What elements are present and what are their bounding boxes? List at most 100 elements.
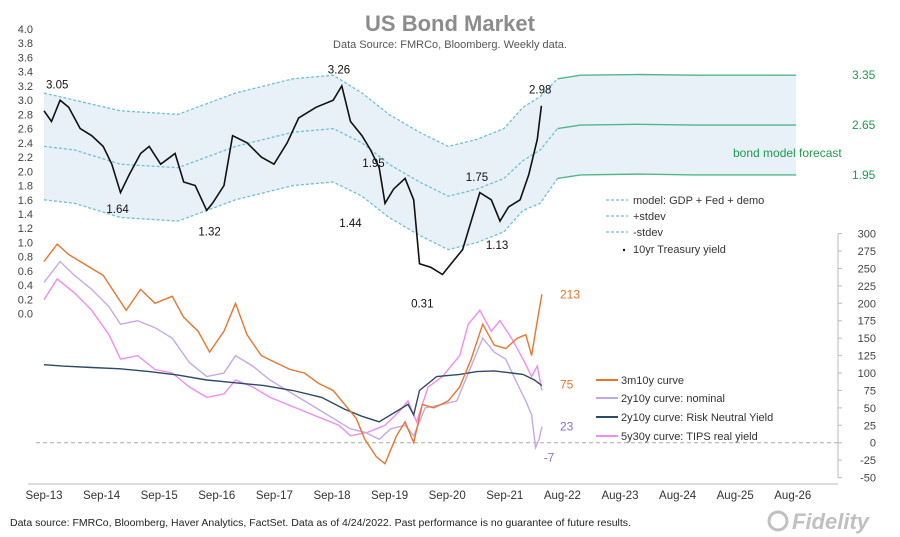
treasury-value-label: 1.95	[362, 158, 384, 170]
y-left-tick-label: 0.2	[18, 294, 33, 306]
x-tick-label: Sep-15	[141, 490, 178, 502]
y-left-tick-label: 3.2	[18, 81, 33, 93]
legend-c2y10y_rny-label: 2y10y curve: Risk Neutral Yield	[621, 412, 773, 424]
chart-title: US Bond Market	[365, 11, 536, 36]
annotation-layer: 3.05 1.64 1.32 3.26 1.95 1.44 0.31 1.75 1.13 2.98…	[46, 65, 876, 465]
y-right-tick-label: 25	[864, 420, 876, 432]
treasury-value-label: 1.13	[486, 240, 508, 252]
y-right-tick-label: 225	[858, 281, 876, 293]
forecast-lower-value: 1.95	[852, 168, 876, 182]
model-upper-line	[43, 74, 558, 148]
model-mid-line-forecast	[557, 123, 797, 130]
forecast-label: bond model forecast	[733, 146, 842, 160]
y-left-tick-label: 3.8	[18, 38, 33, 50]
rny-2y10y-curve-line	[43, 364, 543, 423]
y-right-tick-label: 125	[858, 351, 876, 363]
curve-3m10y-end-value: 213	[560, 287, 580, 301]
y-left-tick-label: 1.8	[18, 181, 33, 193]
x-tick-label: Aug-24	[659, 490, 697, 502]
y-right-tick-label: 200	[858, 298, 876, 310]
y-right-tick-label: 150	[858, 333, 876, 345]
y-right-tick-label: 300	[858, 229, 876, 241]
y-left-tick-label: 0.8	[18, 252, 33, 264]
treasury-value-label: 3.05	[46, 80, 68, 92]
x-tick-label: Sep-13	[25, 490, 62, 502]
treasury-value-label: 1.64	[106, 204, 129, 216]
y-right-tick-label: 175	[858, 316, 876, 328]
x-tick-label: Aug-23	[601, 490, 638, 502]
y-left-tick-label: 3.6	[18, 53, 33, 65]
legend-layer: model: GDP + Fed + demo +stdev -stdev 10yr …	[596, 195, 773, 443]
y-left-tick-label: 0.0	[18, 309, 33, 321]
treasury-value-label: 0.31	[411, 299, 433, 311]
chart-subtitle: Data Source: FMRCo, Bloomberg. Weekly da…	[333, 39, 567, 51]
legend-c3m10y-label: 3m10y curve	[621, 375, 684, 387]
model-band-layer	[43, 73, 797, 251]
y-left-tick-label: 3.4	[18, 67, 33, 79]
y-right-tick-label: 50	[864, 403, 876, 415]
forecast-mid-value: 2.65	[852, 118, 876, 132]
y-left-tick-label: 1.6	[18, 195, 33, 207]
x-tick-label: Sep-14	[83, 490, 121, 502]
treasury-value-label: 3.26	[328, 65, 350, 77]
y-right-tick-label: 100	[858, 368, 876, 380]
y-left-tick-label: 0.4	[18, 280, 33, 292]
legend-treasury-marker	[622, 248, 626, 252]
x-tick-label: Aug-22	[544, 490, 581, 502]
legend-plus-label: +stdev	[633, 211, 666, 223]
treasury-value-label: 1.32	[198, 227, 220, 239]
treasury-value-label: 1.44	[339, 218, 362, 230]
x-tick-label: Sep-20	[429, 490, 466, 502]
x-tick-label: Sep-21	[486, 490, 523, 502]
y-left-tick-label: 2.4	[18, 138, 33, 150]
x-tick-label: Sep-17	[256, 490, 293, 502]
legend-c2y10y_nominal-label: 2y10y curve: nominal	[621, 393, 725, 405]
fidelity-logo: Fidelity	[767, 509, 871, 534]
y-left-tick-label: 2.8	[18, 109, 33, 121]
treasury-value-label: 1.75	[466, 172, 488, 184]
series-layer	[43, 83, 543, 465]
x-tick-label: Sep-16	[198, 490, 235, 502]
axes-layer: 4.0 3.8 3.6 3.4 3.2 3.0 2.8 2.6 2.4 2.2 2.0 1.8 1.6 1…	[18, 24, 876, 502]
x-tick-label: Sep-19	[371, 490, 408, 502]
treasury-yield-line	[43, 83, 543, 276]
treasury-value-label: 2.98	[529, 85, 551, 97]
y-right-tick-label: 75	[864, 386, 876, 398]
curve-3m10y-line	[43, 243, 543, 465]
y-left-tick-label: 1.2	[18, 223, 33, 235]
model-upper-line-forecast	[557, 73, 797, 80]
y-right-tick-label: 250	[858, 264, 876, 276]
y-right-tick-label: 275	[858, 246, 876, 258]
nominal-2y10y-min-value: -7	[544, 451, 555, 465]
y-right-tick-label: 0	[870, 438, 876, 450]
y-left-tick-label: 1.0	[18, 238, 33, 250]
legend-c5y30y_tips-label: 5y30y curve: TIPS real yield	[621, 431, 758, 443]
footer-source-note: Data source: FMRCo, Bloomberg, Haver Ana…	[10, 517, 631, 529]
legend-treasury-label: 10yr Treasury yield	[633, 244, 726, 256]
forecast-upper-value: 3.35	[852, 68, 876, 82]
x-tick-label: Sep-18	[313, 490, 350, 502]
model-mid-line	[43, 127, 559, 197]
x-tick-label: Aug-25	[717, 490, 754, 502]
y-right-tick-label: -50	[860, 473, 876, 485]
y-left-tick-label: 4.0	[18, 24, 33, 36]
y-left-tick-label: 1.4	[18, 209, 33, 221]
tips-5y30y-end-value: 75	[560, 378, 574, 392]
nominal-2y10y-end-value: 23	[560, 420, 574, 434]
y-left-tick-label: 2.0	[18, 166, 33, 178]
model-stdev-band-fill	[44, 74, 797, 250]
fidelity-logo-text: Fidelity	[792, 509, 871, 534]
y-left-tick-label: 3.0	[18, 95, 33, 107]
y-left-tick-label: 0.6	[18, 266, 33, 278]
tips-5y30y-curve-line	[43, 277, 543, 437]
x-tick-label: Aug-26	[774, 490, 811, 502]
fidelity-logo-mark	[767, 510, 789, 532]
y-left-tick-label: 2.6	[18, 124, 33, 136]
y-left-tick-label: 2.2	[18, 152, 33, 164]
nominal-2y10y-curve-line	[43, 260, 543, 451]
legend-minus-label: -stdev	[633, 227, 663, 239]
model-lower-line	[43, 178, 559, 251]
legend-model-label: model: GDP + Fed + demo	[633, 195, 764, 207]
model-lower-line-forecast	[557, 173, 797, 180]
